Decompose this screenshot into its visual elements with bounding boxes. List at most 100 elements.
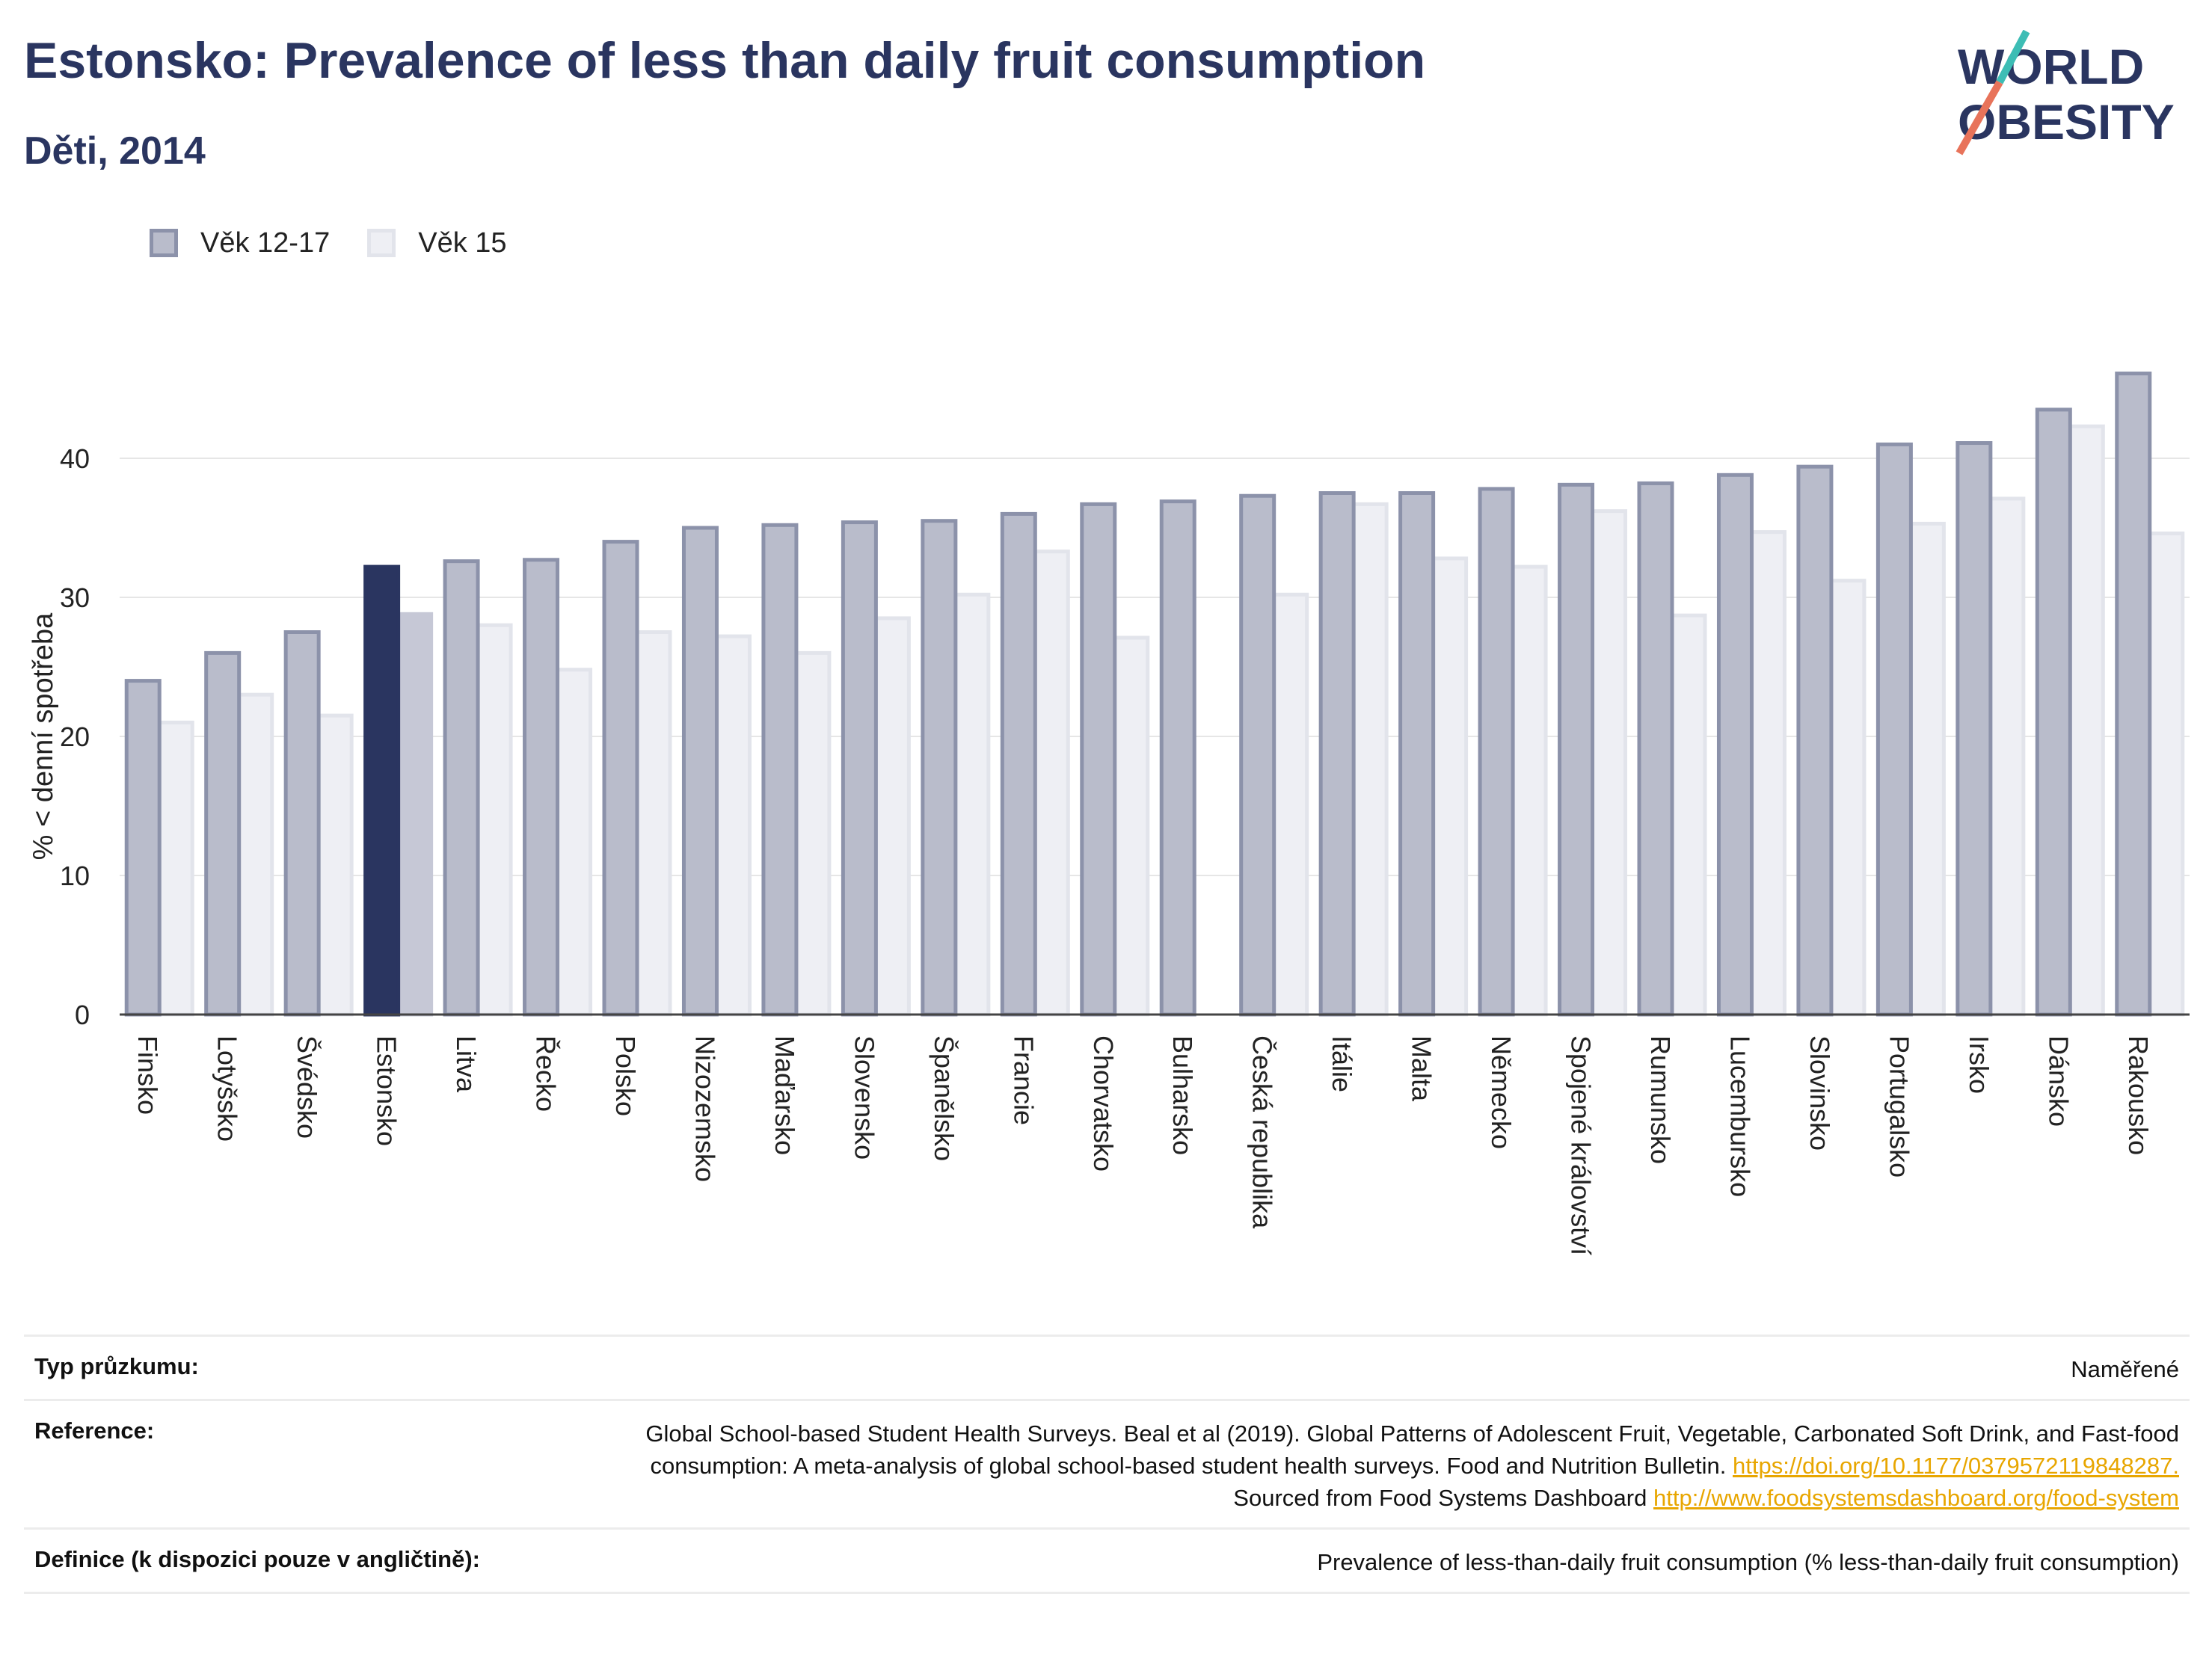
bar-series-2 (1511, 564, 1548, 1017)
bar-series-1 (602, 540, 639, 1017)
bar-series-2 (556, 668, 593, 1017)
x-tick-label: Irsko (1964, 1035, 1994, 1094)
bar-series-1 (1558, 482, 1595, 1017)
bar-series-2 (1749, 530, 1787, 1017)
y-tick-label: 30 (60, 582, 90, 613)
bar-series-2 (316, 713, 354, 1017)
bar-series-1 (761, 523, 799, 1017)
bar-series-2 (794, 650, 832, 1017)
x-tick-label: Spojené království (1566, 1035, 1597, 1255)
x-tick-label: Portugalsko (1884, 1035, 1914, 1178)
bar-series-1 (1159, 499, 1196, 1017)
x-tick-label: Česká republika (1247, 1035, 1278, 1229)
page-subtitle: Děti, 2014 (24, 129, 206, 173)
x-tick-label: Řecko (531, 1035, 562, 1112)
x-tick-label: Malta (1407, 1035, 1437, 1102)
x-tick-label: Chorvatsko (1088, 1035, 1119, 1172)
bar-series-2 (157, 720, 194, 1017)
legend-item-series-1[interactable]: Věk 12-17 (150, 227, 330, 259)
bar-series-1 (1239, 493, 1276, 1017)
bar-series-2 (714, 634, 752, 1017)
legend-swatch-series-2 (367, 229, 396, 257)
bar-series-1 (443, 559, 480, 1017)
bar-series-2 (2148, 531, 2185, 1017)
bar-series-2 (1351, 502, 1389, 1017)
reference-text: Global School-based Student Health Surve… (645, 1420, 2179, 1479)
x-tick-label: Lucembursko (1724, 1035, 1755, 1197)
bar-series-1 (523, 558, 560, 1017)
bar-series-1 (1796, 464, 1834, 1017)
x-tick-label: Polsko (610, 1035, 641, 1116)
definition-value: Prevalence of less-than-daily fruit cons… (1317, 1549, 2179, 1575)
page-title: Estonsko: Prevalence of less than daily … (24, 32, 1426, 89)
reference-value: Global School-based Student Health Surve… (586, 1418, 2179, 1514)
x-tick-label: Švédsko (292, 1035, 322, 1139)
bar-series-1 (1478, 487, 1515, 1017)
bar-series-2 (476, 623, 513, 1017)
bar-series-1 (1716, 473, 1754, 1017)
bar-series-1 (921, 519, 958, 1017)
bar-series-1 (2035, 407, 2072, 1017)
bar-series-1 (1000, 511, 1037, 1017)
reference-label: Reference: (34, 1418, 155, 1444)
footer-row-reference: Reference: Global School-based Student H… (24, 1399, 2190, 1527)
bar-series-1 (1398, 491, 1436, 1017)
bar-series-2 (1670, 613, 1707, 1017)
survey-label: Typ průzkumu: (34, 1353, 199, 1379)
y-tick-label: 40 (60, 443, 90, 474)
bar-series-2 (237, 692, 274, 1017)
footer-row-survey: Typ průzkumu: Naměřené (24, 1335, 2190, 1399)
x-tick-label: Španělsko (929, 1035, 959, 1161)
x-tick-label: Slovensko (849, 1035, 879, 1160)
x-tick-label: Rakousko (2123, 1035, 2154, 1155)
bar-series-1 (363, 564, 401, 1017)
logo-text-obesity: OBESITY (1958, 94, 2175, 150)
bar-series-2 (1908, 521, 1946, 1017)
logo-slash-coral (1956, 80, 2003, 156)
legend-label-series-2: Věk 15 (418, 227, 507, 259)
x-tick-label: Itálie (1327, 1035, 1357, 1092)
bar-series-1 (1080, 502, 1117, 1017)
x-tick-label: Nizozemsko (689, 1035, 720, 1182)
reference-doi-link[interactable]: https://doi.org/10.1177/0379572119848287… (1733, 1453, 2179, 1479)
bar-series-1 (1875, 442, 1913, 1017)
bar-series-2 (873, 616, 911, 1017)
x-tick-label: Rumunsko (1645, 1035, 1676, 1164)
reference-dashboard-link[interactable]: http://www.foodsystemsdashboard.org/food… (1653, 1485, 2179, 1511)
legend-label-series-1: Věk 12-17 (200, 227, 331, 259)
bar-series-2 (1033, 550, 1070, 1017)
bar-series-2 (1113, 635, 1150, 1017)
bar-series-1 (283, 630, 321, 1017)
x-tick-label: Estonsko (372, 1035, 402, 1146)
footer-row-definition: Definice (k dispozici pouze v angličtině… (24, 1527, 2190, 1594)
bar-series-2 (1829, 579, 1867, 1017)
x-tick-label: Německo (1486, 1035, 1517, 1149)
bar-series-2 (1431, 556, 1469, 1017)
bar-series-2 (635, 630, 672, 1017)
x-tick-label: Bulharsko (1167, 1035, 1198, 1155)
bar-series-2 (953, 592, 991, 1017)
x-tick-label: Finsko (132, 1035, 163, 1115)
bar-series-1 (1956, 441, 1993, 1017)
legend-item-series-2[interactable]: Věk 15 (367, 227, 507, 259)
bar-series-2 (1988, 496, 2026, 1017)
definition-label: Definice (k dispozici pouze v angličtině… (34, 1546, 480, 1572)
bar-series-2 (396, 612, 434, 1017)
bar-series-1 (2115, 372, 2152, 1017)
bar-series-1 (841, 520, 878, 1017)
chart-legend: Věk 12-17 Věk 15 (150, 221, 544, 265)
bar-series-2 (1591, 509, 1628, 1017)
bar-series-1 (204, 650, 242, 1017)
bar-chart: 0 10 20 30 40 % < denní spotřeba Finsko Lotyšsk… (28, 372, 2190, 1255)
reference-sourced-text: Sourced from Food Systems Dashboard (1233, 1485, 1647, 1511)
x-tick-label: Litva (451, 1035, 482, 1093)
bar-series-1 (681, 526, 719, 1017)
y-tick-label: 10 (60, 861, 90, 891)
bar-series-1 (1637, 481, 1674, 1017)
x-tick-label: Slovinsko (1804, 1035, 1835, 1151)
x-tick-label: Dánsko (2043, 1035, 2074, 1127)
x-tick-label: Lotyšsko (212, 1035, 243, 1142)
bar-series-2 (1272, 592, 1309, 1017)
y-axis-label: % < denní spotřeba (28, 612, 59, 860)
chart-footer: Typ průzkumu: Naměřené Reference: Global… (24, 1335, 2190, 1594)
